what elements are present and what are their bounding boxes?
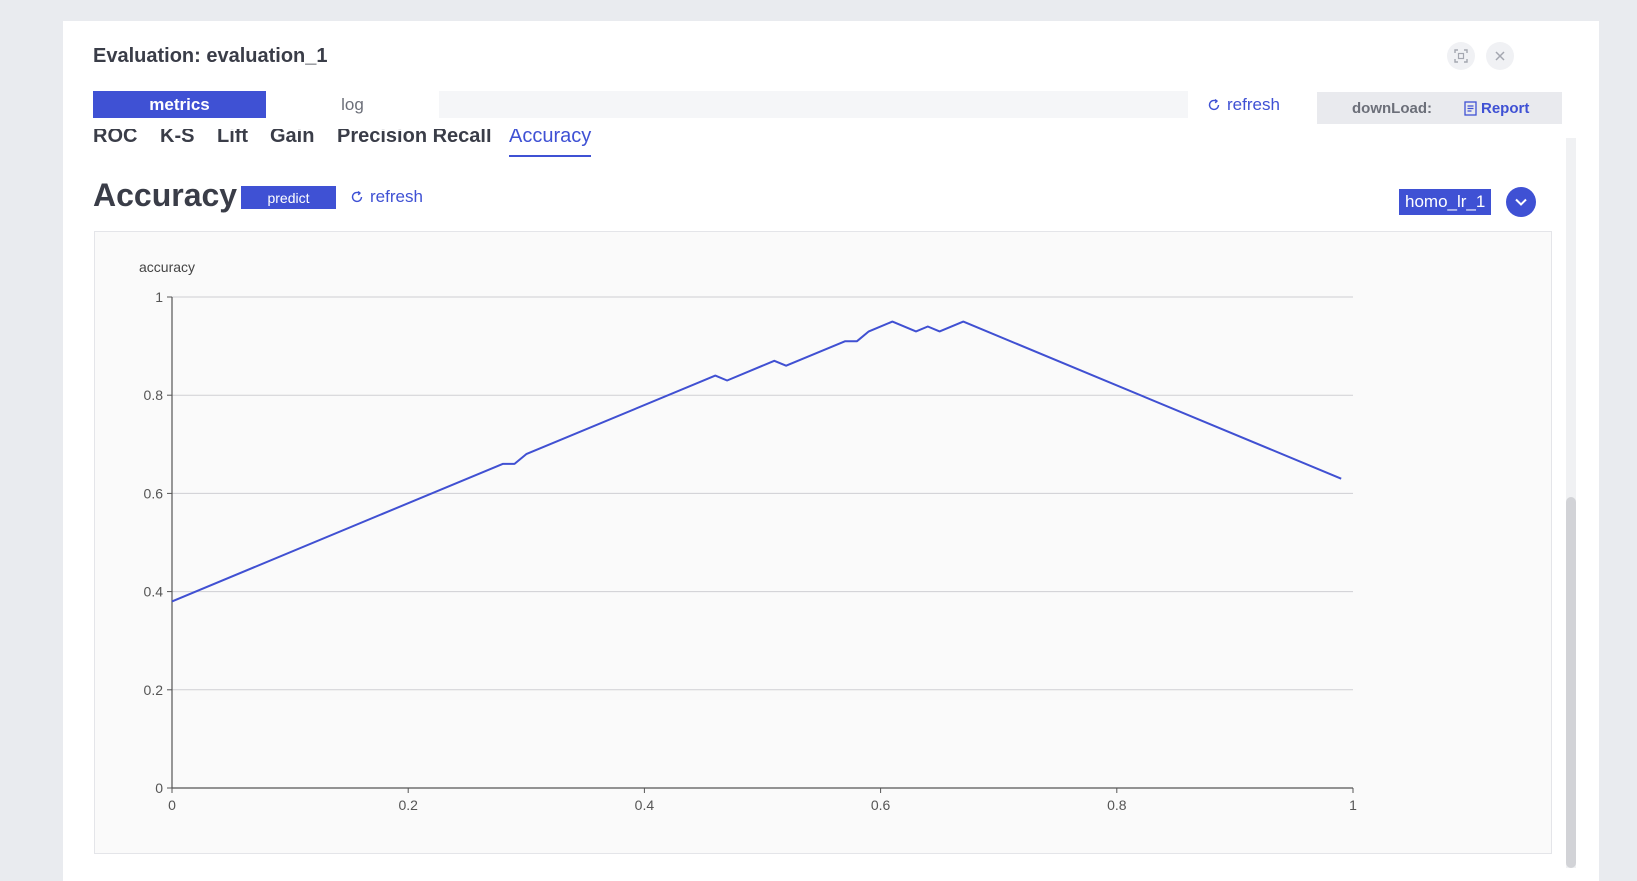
metric-tab-precision-recall[interactable]: Precision Recall <box>337 129 492 147</box>
top-refresh-label: refresh <box>1227 95 1280 114</box>
report-download-button[interactable]: Report <box>1464 100 1529 117</box>
y-tick-label: 0.8 <box>144 387 164 403</box>
accuracy-series-line <box>171 320 1342 603</box>
x-tick-label: 0 <box>168 797 176 813</box>
chevron-down-icon <box>1515 198 1527 206</box>
x-tick-label: 0.2 <box>398 797 418 813</box>
close-icon[interactable] <box>1486 42 1514 70</box>
refresh-icon <box>351 190 363 203</box>
section-title: Accuracy <box>93 177 238 213</box>
report-label: Report <box>1480 99 1530 117</box>
model-tag[interactable]: homo_lr_1 <box>1399 189 1492 215</box>
x-tick-label: 1 <box>1349 797 1357 813</box>
model-dropdown-button[interactable] <box>1506 187 1536 217</box>
refresh-icon <box>1208 98 1220 111</box>
predict-button[interactable]: predict <box>241 186 336 209</box>
chart-panel: 0 0.2 0.4 0.6 0.8 1 0 0.2 0.4 0.6 0.8 1 accuracy <box>94 231 1552 854</box>
tab-metrics[interactable]: metrics <box>93 91 266 118</box>
accuracy-chart: 0 0.2 0.4 0.6 0.8 1 0 0.2 0.4 0.6 0.8 1 accuracy <box>139 259 1357 813</box>
metric-tab-accuracy[interactable]: Accuracy <box>509 129 592 157</box>
scrollbar-thumb[interactable] <box>1566 497 1576 868</box>
download-label: downLoad: <box>1352 99 1432 117</box>
y-tick-label: 0.6 <box>144 485 164 501</box>
dialog-title: Evaluation: evaluation_1 <box>93 45 328 67</box>
top-refresh-button[interactable]: refresh <box>1207 95 1280 115</box>
view-tab-bar: metrics log <box>93 91 1188 118</box>
fullscreen-icon[interactable] <box>1447 42 1475 70</box>
document-icon <box>1464 100 1477 116</box>
x-tick-label: 0.6 <box>871 797 891 813</box>
metric-tab-ks[interactable]: K-S <box>160 129 195 147</box>
metric-tab-roc[interactable]: ROC <box>93 129 138 147</box>
x-tick-label: 0.8 <box>1107 797 1127 813</box>
y-tick-label: 0.2 <box>144 682 164 698</box>
download-bar: downLoad: Report <box>1317 92 1562 124</box>
y-tick-label: 0 <box>155 780 163 796</box>
metric-tab-lift[interactable]: Lift <box>217 129 249 147</box>
y-tick-label: 1 <box>155 289 163 305</box>
tab-log[interactable]: log <box>266 91 439 118</box>
y-tick-label: 0.4 <box>144 584 164 600</box>
x-tick-label: 0.4 <box>635 797 655 813</box>
section-refresh-button[interactable]: refresh <box>350 187 423 207</box>
evaluation-dialog: Evaluation: evaluation_1 metrics log ref… <box>63 21 1599 881</box>
y-axis-label: accuracy <box>139 259 195 275</box>
metric-tab-gain[interactable]: Gain <box>270 129 315 147</box>
section-refresh-label: refresh <box>370 187 423 206</box>
metric-tabs: ROC K-S Lift Gain Precision Recall Accur… <box>93 129 713 169</box>
